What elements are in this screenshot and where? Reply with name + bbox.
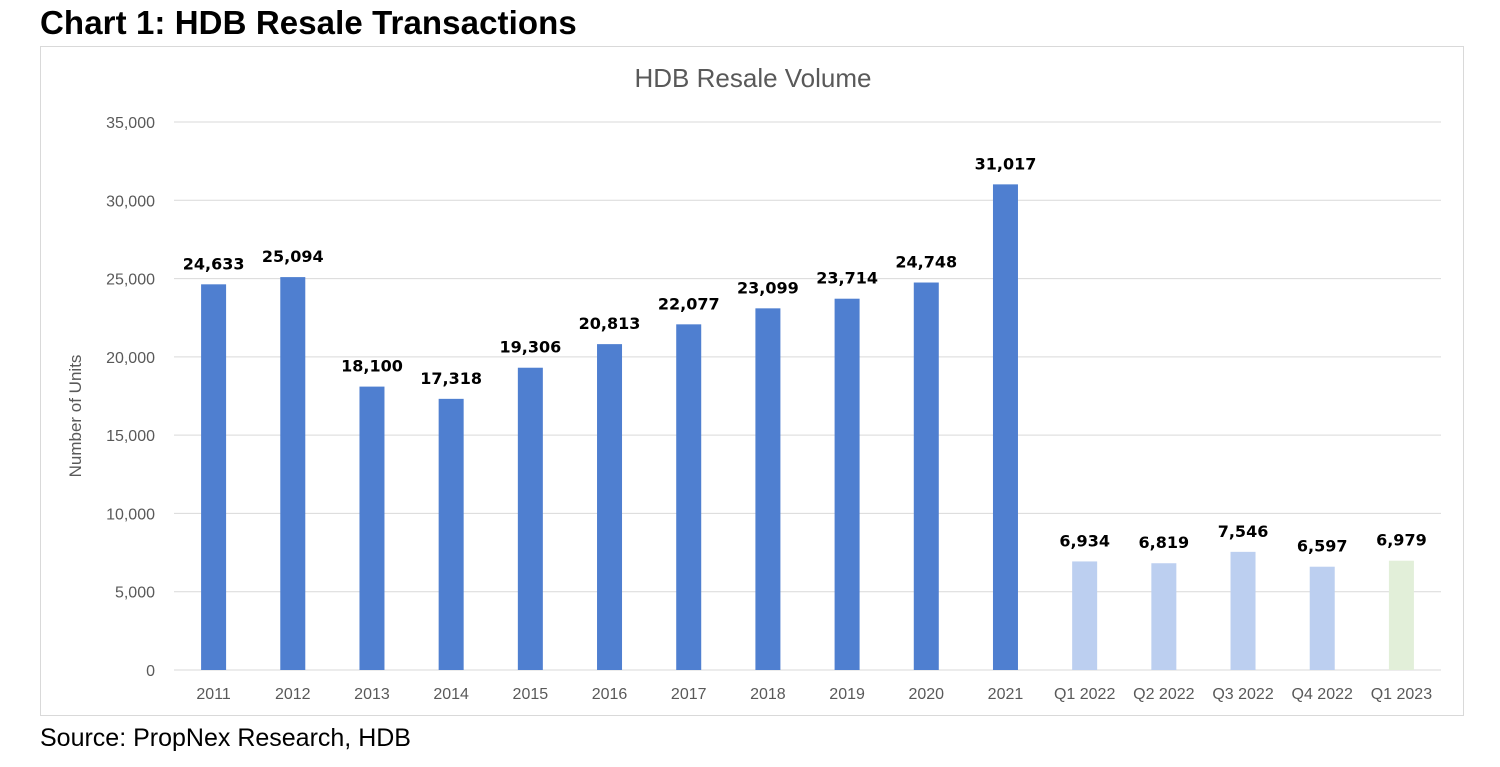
bar [992,184,1018,670]
bar [1151,563,1177,670]
x-tick-label: 2019 [829,686,865,703]
bar [1072,561,1098,670]
page-heading: Chart 1: HDB Resale Transactions [40,4,577,41]
bar-value-label: 23,714 [816,269,878,288]
bar [1230,551,1256,670]
y-tick-label: 25,000 [106,272,155,289]
bar-value-label: 19,306 [499,338,561,357]
y-tick-label: 0 [146,663,155,680]
bar-value-label: 6,979 [1376,531,1427,550]
y-axis-ticks: 0 5,000 10,000 15,000 20,000 25,000 30,000 35,0… [106,115,155,680]
bar [1388,560,1414,670]
x-tick-label: Q2 2022 [1133,686,1194,703]
x-tick-label: 2011 [196,686,231,703]
bar [913,282,939,670]
x-tick-label: 2021 [988,686,1024,703]
chart-frame: HDB Resale Volume 0 5,000 10,000 15,000 20,0… [40,46,1464,716]
y-tick-label: 10,000 [106,506,155,523]
x-tick-label: 2013 [354,686,390,703]
bar [1309,566,1335,670]
chart-title: HDB Resale Volume [635,63,872,93]
source-note: Source: PropNex Research, HDB [40,724,411,752]
y-tick-label: 35,000 [106,115,155,132]
y-tick-label: 15,000 [106,428,155,445]
y-tick-label: 30,000 [106,193,155,210]
y-axis-title: Number of Units [66,355,85,478]
bar-value-label: 22,077 [658,294,720,313]
x-tick-label: 2015 [513,686,549,703]
bar [517,367,543,670]
bar [280,277,306,670]
x-tick-label: 2017 [671,686,707,703]
x-tick-label: Q3 2022 [1212,686,1273,703]
x-tick-label: 2012 [275,686,311,703]
x-tick-label: 2016 [592,686,628,703]
bar-value-label: 20,813 [579,314,641,333]
x-axis-ticks: 2011 2012 2013 2014 2015 2016 2017 2018 2019 2020… [196,686,1432,703]
bar [755,308,781,670]
x-tick-label: 2020 [908,686,944,703]
bar-value-labels: 24,633 25,094 18,100 17,318 19,306 20,813 22,0… [183,154,1427,555]
bar-value-label: 25,094 [262,247,324,266]
bar-value-label: 7,546 [1218,522,1269,541]
bars [201,184,1414,670]
x-tick-label: 2014 [433,686,469,703]
y-tick-label: 5,000 [115,585,155,602]
bar [438,398,464,670]
bar [359,386,385,670]
bar-value-label: 6,934 [1059,531,1110,550]
gridlines [174,121,1441,671]
bar-chart: HDB Resale Volume 0 5,000 10,000 15,000 20,0… [66,63,1441,703]
x-tick-label: Q1 2023 [1371,686,1432,703]
bar [597,344,623,670]
bar-value-label: 6,819 [1139,533,1190,552]
y-tick-label: 20,000 [106,350,155,367]
bar [834,298,860,670]
bar-value-label: 31,017 [975,154,1037,173]
x-tick-label: Q4 2022 [1292,686,1353,703]
x-tick-label: Q1 2022 [1054,686,1115,703]
bar [676,324,702,670]
bar [201,284,227,670]
bar-value-label: 18,100 [341,357,403,376]
x-tick-label: 2018 [750,686,786,703]
bar-value-label: 24,633 [183,254,245,273]
bar-value-label: 24,748 [895,253,957,272]
bar-value-label: 6,597 [1297,537,1348,556]
bar-value-label: 17,318 [420,369,482,388]
bar-value-label: 23,099 [737,278,799,297]
